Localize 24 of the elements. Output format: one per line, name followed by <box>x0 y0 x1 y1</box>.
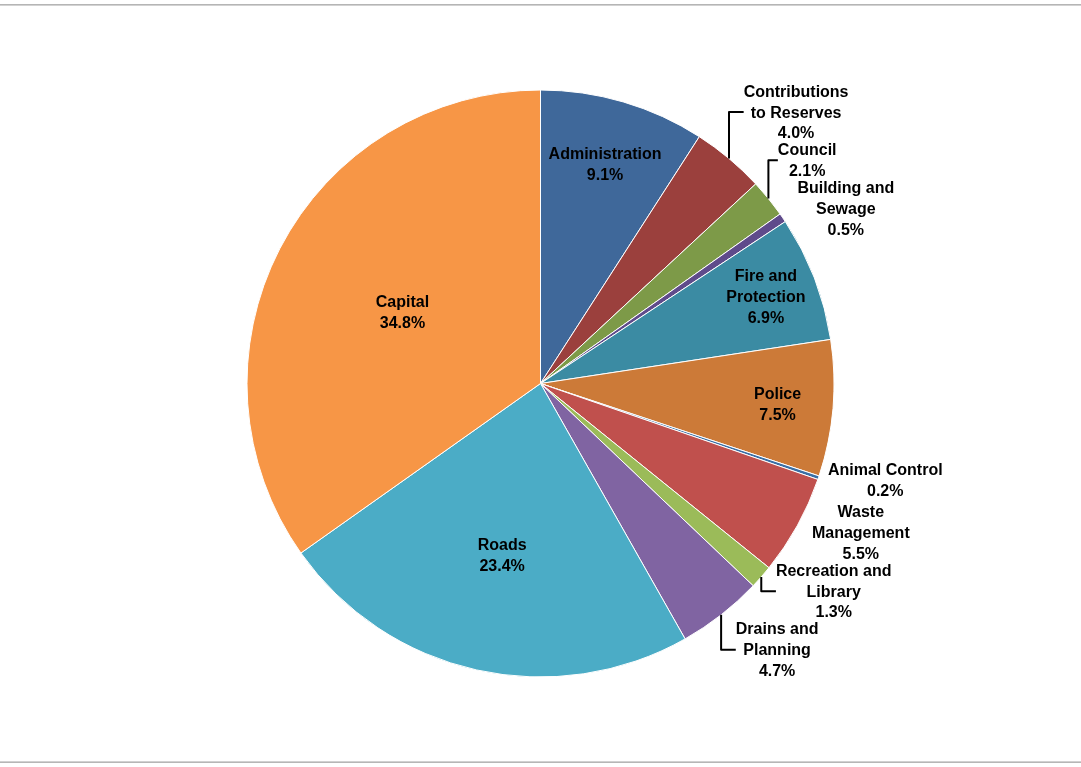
slice-label: Contributions to Reserves <box>743 82 849 121</box>
data-label: 1.3% <box>815 603 852 621</box>
slice-label: Drains and Planning <box>735 620 819 659</box>
data-label: 9.1% <box>586 165 624 183</box>
slice-label: Police <box>753 384 802 402</box>
data-label: 0.5% <box>827 220 865 238</box>
data-label: 34.8% <box>379 313 426 331</box>
slice-label: Roads <box>477 536 527 554</box>
data-label: 23.4% <box>479 556 525 574</box>
slice-label: Recreation and Library <box>775 561 892 600</box>
slice-label: Administration <box>548 144 662 162</box>
slice-label: Fire and Protection <box>726 267 806 306</box>
data-label: 7.5% <box>759 405 796 423</box>
slice-label: Capital <box>375 293 430 311</box>
data-label: 4.0% <box>777 124 815 142</box>
slice-label: Waste Management <box>811 503 911 542</box>
data-label: 2.1% <box>788 162 826 180</box>
data-label: 4.7% <box>758 662 796 680</box>
slice-label: Council <box>777 141 837 159</box>
slice-label: Building and Sewage <box>797 179 895 217</box>
data-label: 5.5% <box>842 544 880 562</box>
slice-label: Animal Control <box>827 460 943 478</box>
data-label: 6.9% <box>747 309 785 326</box>
data-label: 0.2% <box>867 481 904 499</box>
